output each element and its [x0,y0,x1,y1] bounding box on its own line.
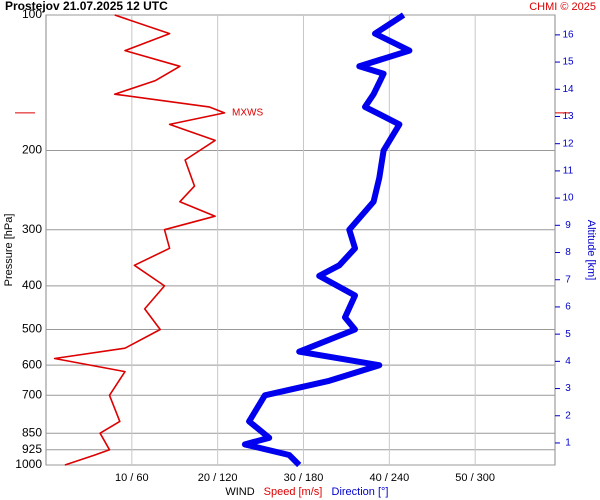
x-axis-label: WIND [225,486,254,498]
y2-axis-label: Altitude [km] [585,220,597,281]
annotation: MXWS [232,108,263,119]
x-tick-label: 20 / 120 [198,472,238,484]
y-tick-label: 300 [22,222,42,236]
y2-tick-label: 9 [565,220,571,231]
legend-entry: Speed [m/s] [264,486,323,498]
profile-line [53,14,226,466]
chart-title: Prostejov 21.07.2025 12 UTC [5,0,168,13]
y2-tick-label: 4 [565,356,571,367]
x-tick-label: 10 / 60 [115,472,149,484]
y2-tick-label: 8 [565,247,571,258]
y2-tick-label: 15 [562,57,574,68]
y-tick-label: 400 [22,278,42,292]
x-tick-label: 30 / 180 [284,472,324,484]
y-tick-label: 600 [22,357,42,371]
y-tick-label: 850 [22,425,42,439]
y2-tick-label: 1 [565,438,571,449]
y2-tick-label: 6 [565,302,571,313]
legend-entry: Direction [°] [332,486,389,498]
x-tick-label: 50 / 300 [455,472,495,484]
y2-tick-label: 2 [565,410,571,421]
y-tick-label: 1000 [15,457,42,471]
y2-tick-label: 16 [562,30,574,41]
y2-tick-label: 13 [562,111,574,122]
y-tick-label: 500 [22,322,42,336]
y2-tick-label: 12 [562,138,574,149]
y-tick-label: 700 [22,387,42,401]
y-tick-label: 925 [22,442,42,456]
y2-tick-label: 5 [565,329,571,340]
plot-frame [45,14,556,466]
y2-tick-label: 7 [565,274,571,285]
y2-tick-label: 11 [563,166,574,177]
x-tick-label: 40 / 240 [369,472,409,484]
y-tick-label: 100 [22,7,42,21]
y-tick-label: 200 [22,143,42,157]
y2-tick-label: 10 [562,193,574,204]
profile-line [241,12,413,468]
credit: CHMI © 2025 [529,1,596,13]
y2-tick-label: 3 [565,383,571,394]
y-axis-label: Pressure [hPa] [3,214,15,287]
y2-tick-label: 14 [562,84,574,95]
